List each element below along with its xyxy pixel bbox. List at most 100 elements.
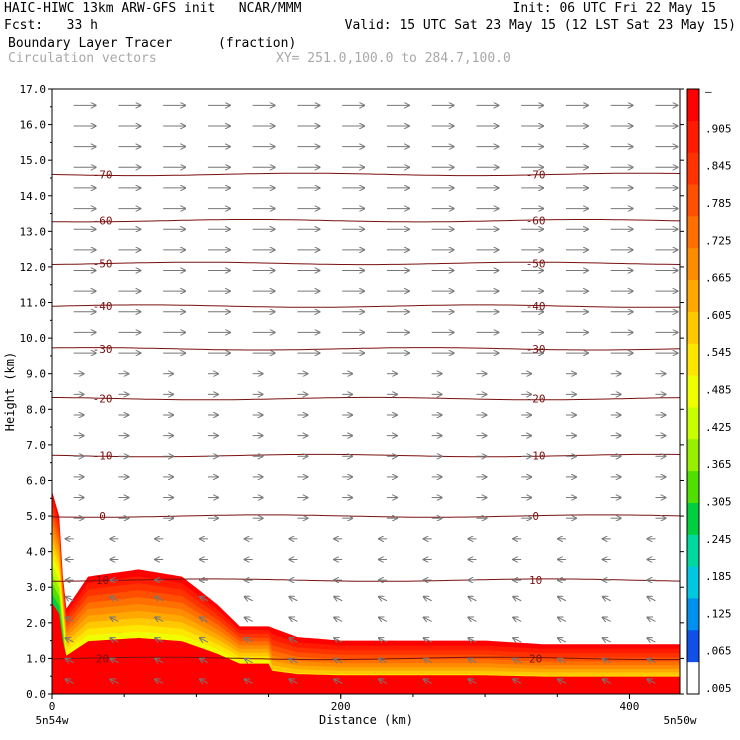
- colorbar-label: .425: [705, 421, 732, 434]
- y-tick-label: 5.0: [26, 510, 46, 523]
- colorbar-segment: [687, 216, 699, 249]
- circulation-vector: [424, 638, 432, 642]
- y-tick-label: 11.0: [20, 297, 47, 310]
- y-tick-label: 3.0: [26, 581, 46, 594]
- circulation-vector: [468, 617, 477, 621]
- circulation-vector: [424, 597, 432, 601]
- header-forecast-hour: Fcst: 33 h: [4, 18, 98, 33]
- y-tick-label: 8.0: [26, 403, 46, 416]
- circulation-vector: [155, 679, 164, 683]
- circulation-vector: [513, 597, 522, 601]
- contour-label: -30: [93, 343, 113, 356]
- circulation-vector: [200, 679, 209, 683]
- tracer-core: [52, 602, 680, 694]
- colorbar-label: .905: [705, 122, 732, 135]
- temperature-contour: [52, 304, 680, 308]
- circulation-vector: [513, 617, 522, 621]
- circulation-vector: [289, 597, 298, 601]
- contour-label: -10: [93, 450, 113, 463]
- circulation-vector: [66, 597, 74, 601]
- y-tick-label: 17.0: [20, 83, 47, 96]
- colorbar-segment: [687, 280, 699, 313]
- circulation-vector: [603, 679, 611, 683]
- colorbar-segment: [687, 184, 699, 217]
- circulation-vector: [334, 597, 343, 601]
- circulation-vector: [379, 638, 388, 642]
- colorbar-segment: [687, 534, 699, 568]
- circulation-vector: [468, 597, 477, 601]
- circulation-vector: [245, 617, 253, 621]
- header-title: HAIC-HIWC 13km ARW-GFS init NCAR/MMM: [4, 1, 302, 16]
- temperature-contour: [52, 453, 680, 458]
- circulation-vector: [468, 679, 477, 683]
- circulation-vector: [379, 679, 388, 683]
- circulation-vector: [513, 679, 522, 683]
- colorbar-segment: [687, 471, 699, 504]
- x-right-endpoint-label: 5n50w: [663, 714, 696, 727]
- colorbar-segment: [687, 630, 699, 663]
- colorbar-label: .245: [705, 533, 732, 546]
- colorbar-label: .605: [705, 309, 732, 322]
- colorbar-label: –: [705, 85, 712, 98]
- colorbar-segment: [687, 89, 699, 122]
- circulation-vector: [110, 597, 119, 601]
- circulation-vector: [155, 617, 164, 621]
- circulation-vector: [603, 638, 611, 642]
- circulation-vector: [289, 638, 298, 642]
- circulation-vector: [558, 638, 567, 642]
- y-axis-title: Height (km): [3, 352, 17, 431]
- header-valid-time: Valid: 15 UTC Sat 23 May 15 (12 LST Sat …: [344, 18, 736, 33]
- x-left-endpoint-label: 5n54w: [35, 714, 68, 727]
- contour-label: 0: [532, 510, 539, 523]
- plot-area: -70 -70-60 -60-50 -50-40 -40-30 -30-20 -20-10-…: [52, 105, 680, 694]
- circulation-vector: [603, 659, 611, 663]
- contour-label: -20: [93, 393, 113, 406]
- circulation-vector: [245, 659, 253, 663]
- colorbar-segment: [687, 375, 699, 408]
- colorbar-label: .785: [705, 197, 732, 210]
- circulation-vector: [334, 659, 343, 663]
- colorbar-label: .665: [705, 272, 732, 285]
- circulation-vector: [110, 659, 119, 663]
- colorbar-segment: [687, 662, 699, 695]
- contour-label: -70: [526, 168, 546, 181]
- colorbar-segment: [687, 152, 699, 186]
- x-axis-title: Distance (km): [319, 713, 413, 727]
- temperature-contour: [52, 219, 680, 223]
- y-tick-label: 2.0: [26, 617, 46, 630]
- circulation-vector: [513, 659, 522, 663]
- overlay-name: Circulation vectors: [8, 51, 157, 66]
- y-tick-label: 12.0: [20, 261, 47, 274]
- circulation-vector: [110, 679, 119, 683]
- contour-label: 10: [96, 574, 109, 587]
- colorbar-segment: [687, 439, 699, 472]
- circulation-vector: [379, 617, 388, 621]
- circulation-vector: [66, 679, 74, 683]
- x-tick-label: 200: [331, 700, 351, 713]
- circulation-vector: [245, 679, 253, 683]
- circulation-vector: [200, 597, 209, 601]
- colorbar-label: .845: [705, 160, 732, 173]
- colorbar-label: .005: [705, 682, 732, 695]
- y-tick-label: 1.0: [26, 652, 46, 665]
- contour-label: -10: [526, 450, 546, 463]
- contour-label: -40: [526, 300, 546, 313]
- colorbar: – .905 .845 .785 .725 .665 .605 .545 .485 .425 .36…: [686, 85, 732, 695]
- circulation-vector: [155, 597, 164, 601]
- contour-label: -30: [526, 343, 546, 356]
- y-tick-label: 10.0: [20, 332, 47, 345]
- circulation-vector: [66, 638, 74, 642]
- circulation-vector: [379, 659, 388, 663]
- circulation-vector: [424, 617, 432, 621]
- circulation-vector: [200, 638, 209, 642]
- circulation-vector: [468, 659, 477, 663]
- contour-label: -40: [93, 300, 113, 313]
- circulation-vector: [513, 638, 522, 642]
- circulation-vector: [424, 659, 432, 663]
- contour-label: 0: [99, 510, 106, 523]
- colorbar-segment: [687, 407, 699, 440]
- circulation-vector: [110, 638, 119, 642]
- colorbar-segment: [687, 343, 699, 377]
- circulation-vector: [66, 659, 74, 663]
